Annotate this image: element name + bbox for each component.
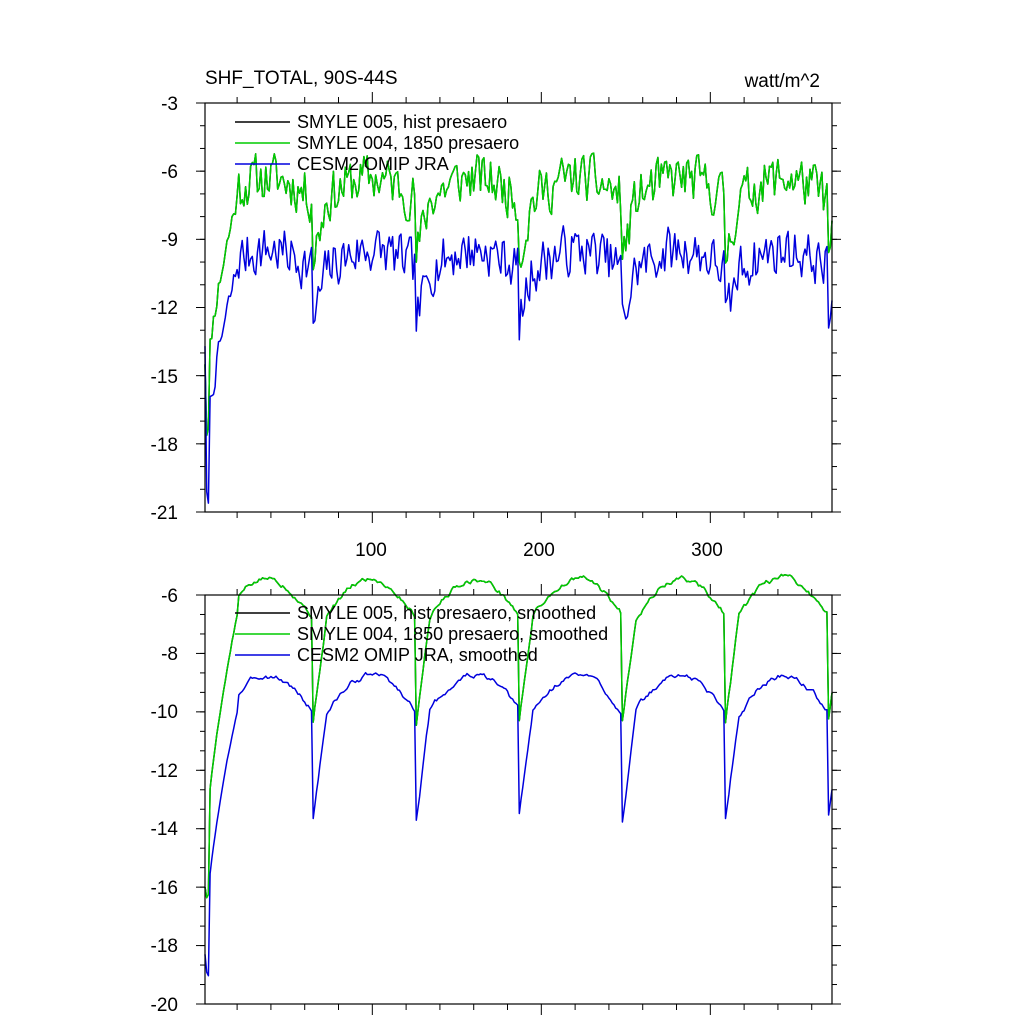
bottom-y-tick-labels: -6 -8 -10 -12 -14 -16 -18 -20 bbox=[151, 586, 179, 1016]
top-y-tick-label: -3 bbox=[161, 94, 178, 115]
top-x-tick-label: 200 bbox=[523, 540, 555, 561]
top-x-tick-labels: 100 200 300 bbox=[355, 540, 723, 561]
bottom-series-group bbox=[204, 573, 833, 977]
bottom-y-tick-label: -16 bbox=[151, 878, 178, 899]
top-y-tick-label: -21 bbox=[151, 503, 178, 524]
legend-label: SMYLE 004, 1850 presaero bbox=[297, 133, 519, 153]
top-series-group bbox=[204, 152, 833, 504]
top-y-tick-label: -9 bbox=[161, 230, 178, 251]
top-y-tick-label: -18 bbox=[151, 435, 178, 456]
bottom-y-tick-label: -12 bbox=[151, 761, 178, 782]
bottom-plot-frame bbox=[204, 594, 833, 1005]
legend-label: CESM2 OMIP JRA, smoothed bbox=[297, 645, 538, 665]
top-y-tick-labels: -3 -6 -9 -12 -15 -18 -21 bbox=[151, 94, 178, 524]
legend-label: SMYLE 005, hist presaero bbox=[297, 112, 507, 132]
legend-label: CESM2 OMIP JRA bbox=[297, 154, 449, 174]
top-y-tick-label: -6 bbox=[161, 162, 178, 183]
bottom-y-tick-label: -8 bbox=[161, 644, 178, 665]
top-legend: SMYLE 005, hist presaero SMYLE 004, 1850… bbox=[235, 112, 519, 174]
top-y-tick-label: -12 bbox=[151, 298, 178, 319]
series-line-2 bbox=[204, 671, 833, 977]
legend-label: SMYLE 005, hist presaero, smoothed bbox=[297, 603, 596, 623]
bottom-panel: -6 -8 -10 -12 -14 -16 -18 -20 SMYLE 005,… bbox=[151, 573, 841, 1016]
top-y-tick-label: -15 bbox=[151, 367, 178, 388]
bottom-y-tick-label: -18 bbox=[151, 936, 178, 957]
bottom-legend: SMYLE 005, hist presaero, smoothed SMYLE… bbox=[235, 603, 608, 665]
series-line-1 bbox=[204, 573, 833, 899]
top-units: watt/m^2 bbox=[744, 71, 820, 92]
bottom-y-tick-label: -10 bbox=[151, 702, 178, 723]
top-x-tick-label: 100 bbox=[355, 540, 387, 561]
bottom-y-tick-label: -6 bbox=[161, 586, 178, 607]
series-line-2 bbox=[204, 225, 833, 504]
top-panel: SHF_TOTAL, 90S-44S watt/m^2 -3 -6 -9 -12… bbox=[151, 68, 841, 561]
series-line-1 bbox=[204, 152, 833, 437]
legend-label: SMYLE 004, 1850 presaero, smoothed bbox=[297, 624, 608, 644]
bottom-ticks bbox=[196, 584, 841, 1015]
bottom-y-tick-label: -14 bbox=[151, 819, 179, 840]
top-ticks bbox=[196, 92, 841, 523]
bottom-y-tick-label: -20 bbox=[151, 995, 178, 1016]
top-x-tick-label: 300 bbox=[691, 540, 723, 561]
top-title: SHF_TOTAL, 90S-44S bbox=[205, 68, 398, 89]
